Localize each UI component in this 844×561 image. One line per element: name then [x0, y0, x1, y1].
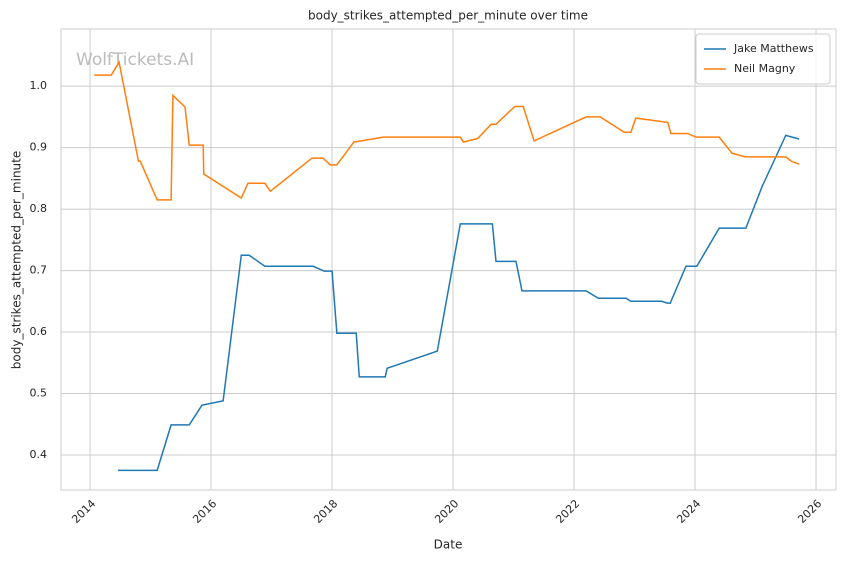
- x-tick-label: 2020: [432, 497, 461, 526]
- y-tick-label: 0.7: [30, 264, 48, 277]
- y-tick-label: 0.5: [30, 386, 48, 399]
- x-axis-label: Date: [434, 538, 463, 552]
- x-tick-label: 2014: [69, 497, 98, 526]
- x-tick-label: 2022: [553, 497, 582, 526]
- y-axis-label: body_strikes_attempted_per_minute: [10, 151, 24, 369]
- y-tick-label: 0.8: [30, 202, 48, 215]
- y-tick-label: 0.6: [30, 325, 48, 338]
- legend-label: Neil Magny: [734, 62, 796, 75]
- legend-box: [695, 33, 831, 85]
- plot-frame: [60, 28, 837, 491]
- x-tick-label: 2016: [190, 497, 219, 526]
- chart-title: body_strikes_attempted_per_minute over t…: [308, 9, 588, 23]
- x-tick-label: 2024: [674, 497, 703, 526]
- y-tick-label: 1.0: [30, 79, 48, 92]
- watermark: WolfTickets.AI: [76, 50, 194, 70]
- x-tick-label: 2018: [311, 497, 340, 526]
- y-tick-label: 0.9: [30, 141, 48, 154]
- y-tick-label: 0.4: [30, 448, 48, 461]
- x-tick-label: 2026: [795, 497, 824, 526]
- legend-label: Jake Matthews: [733, 42, 814, 55]
- series-line: [117, 134, 800, 472]
- series-line: [94, 60, 800, 201]
